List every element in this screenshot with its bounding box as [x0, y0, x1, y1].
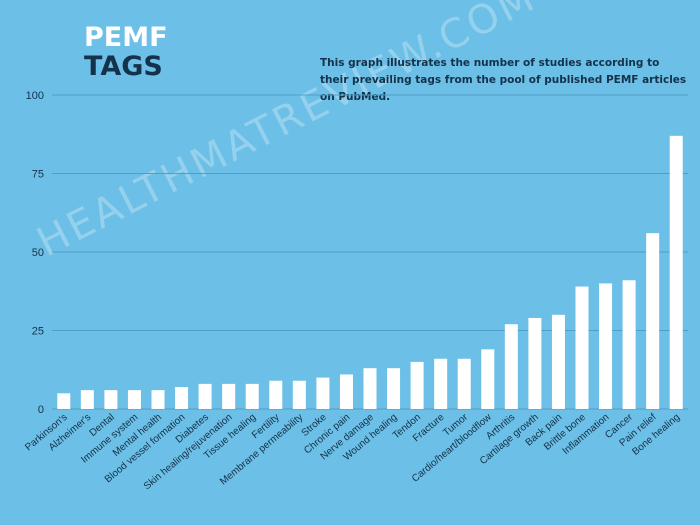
- bar: [269, 380, 283, 409]
- bar: [127, 390, 141, 409]
- bar: [198, 383, 212, 409]
- bar: [292, 380, 306, 409]
- bar: [481, 349, 495, 409]
- bar: [646, 233, 660, 409]
- bar: [599, 283, 613, 409]
- bar: [151, 390, 165, 409]
- chart-title-line-1: PEMF: [84, 22, 168, 53]
- bar: [316, 377, 330, 409]
- y-tick-label: 25: [32, 326, 44, 338]
- bar: [457, 358, 471, 409]
- bar: [80, 390, 94, 409]
- bar: [339, 374, 353, 409]
- bar: [387, 368, 401, 409]
- bar: [622, 280, 636, 409]
- bar: [434, 358, 448, 409]
- bar: [410, 361, 424, 409]
- bar: [245, 383, 259, 409]
- chart-subtitle: This graph illustrates the number of stu…: [320, 57, 687, 103]
- chart-title-line-2: TAGS: [84, 51, 163, 82]
- bar: [504, 324, 518, 409]
- bar: [175, 387, 189, 409]
- bar: [222, 383, 236, 409]
- y-tick-label: 50: [32, 247, 44, 259]
- y-tick-label: 0: [38, 404, 44, 416]
- y-tick-label: 75: [32, 169, 44, 181]
- bar: [528, 317, 542, 409]
- bar: [669, 135, 683, 409]
- bar: [363, 368, 377, 409]
- bar: [551, 314, 565, 409]
- bar: [575, 286, 589, 409]
- bar: [104, 390, 118, 409]
- bar: [57, 393, 71, 409]
- y-tick-label: 100: [26, 90, 44, 102]
